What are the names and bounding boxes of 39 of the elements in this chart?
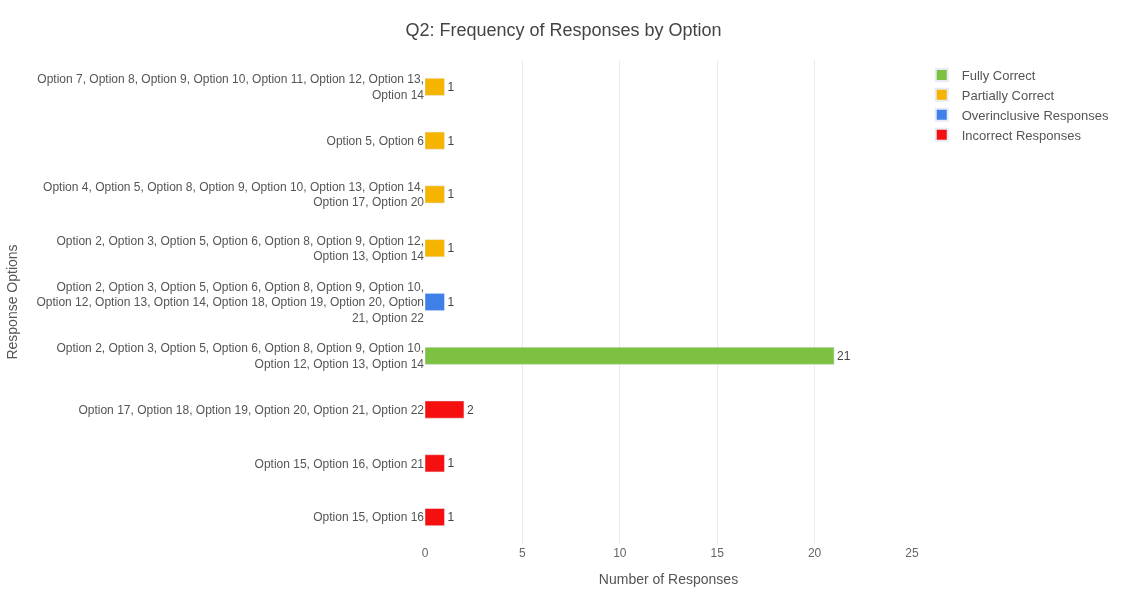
bar — [425, 78, 445, 96]
y-tick-label: Option 15, Option 16, Option 21 — [254, 456, 425, 471]
data-label: 1 — [447, 456, 455, 471]
data-label: 1 — [447, 241, 455, 256]
x-tick-label: 10 — [613, 546, 627, 560]
y-tick-label: Option 5, Option 6 — [326, 133, 425, 148]
x-tick-label: 20 — [807, 546, 822, 560]
x-axis-title: Number of Responses — [598, 571, 739, 588]
data-label: 1 — [447, 79, 455, 94]
legend-label: Incorrect Responses — [961, 127, 1082, 143]
bar — [425, 454, 445, 473]
legend-label: Overinclusive Responses — [961, 107, 1109, 123]
bar — [425, 508, 445, 526]
y-tick-label: Option 15, Option 16 — [313, 510, 425, 525]
x-tick-label: 25 — [905, 546, 919, 560]
legend-label: Fully Correct — [961, 68, 1036, 84]
bar — [425, 131, 445, 150]
bar — [425, 239, 445, 258]
y-tick-label: Option 2, Option 3, Option 5, Option 6, Option 8, Option 9, Option 10, Option 12, Option 13, Option 14, Option 18, Option 19, Option 20, Option 21, Option 22 — [36, 279, 425, 325]
bar — [425, 400, 465, 419]
data-label: 1 — [447, 187, 455, 202]
y-tick-label: Option 2, Option 3, Option 5, Option 6, Option 8, Option 9, Option 12, Option 13, Option 14 — [56, 233, 425, 264]
data-label: 1 — [447, 295, 455, 309]
y-axis-title: Response Options — [4, 244, 21, 360]
bar — [425, 185, 445, 204]
chart-title: Q2: Frequency of Responses by Option — [405, 20, 722, 41]
x-tick-label: 15 — [710, 546, 725, 560]
data-label: 1 — [447, 133, 455, 148]
legend-label: Partially Correct — [961, 87, 1055, 103]
bar — [425, 293, 445, 311]
y-tick-label: Option 2, Option 3, Option 5, Option 6, Option 8, Option 9, Option 10, Option 12, Option 13, Option 14 — [56, 341, 425, 371]
y-tick-label: Option 4, Option 5, Option 8, Option 9, Option 10, Option 13, Option 14, Option 17, Option 20 — [43, 179, 425, 210]
data-label: 1 — [447, 510, 455, 525]
y-tick-label: Option 17, Option 18, Option 19, Option 20, Option 21, Option 22 — [78, 402, 425, 417]
data-label: 2 — [466, 402, 474, 417]
x-tick-label: 5 — [519, 546, 527, 560]
data-label: 21 — [837, 348, 851, 363]
x-tick-label: 0 — [421, 546, 429, 560]
y-tick-label: Option 7, Option 8, Option 9, Option 10, Option 11, Option 12, Option 13, Option 14 — [37, 72, 425, 102]
